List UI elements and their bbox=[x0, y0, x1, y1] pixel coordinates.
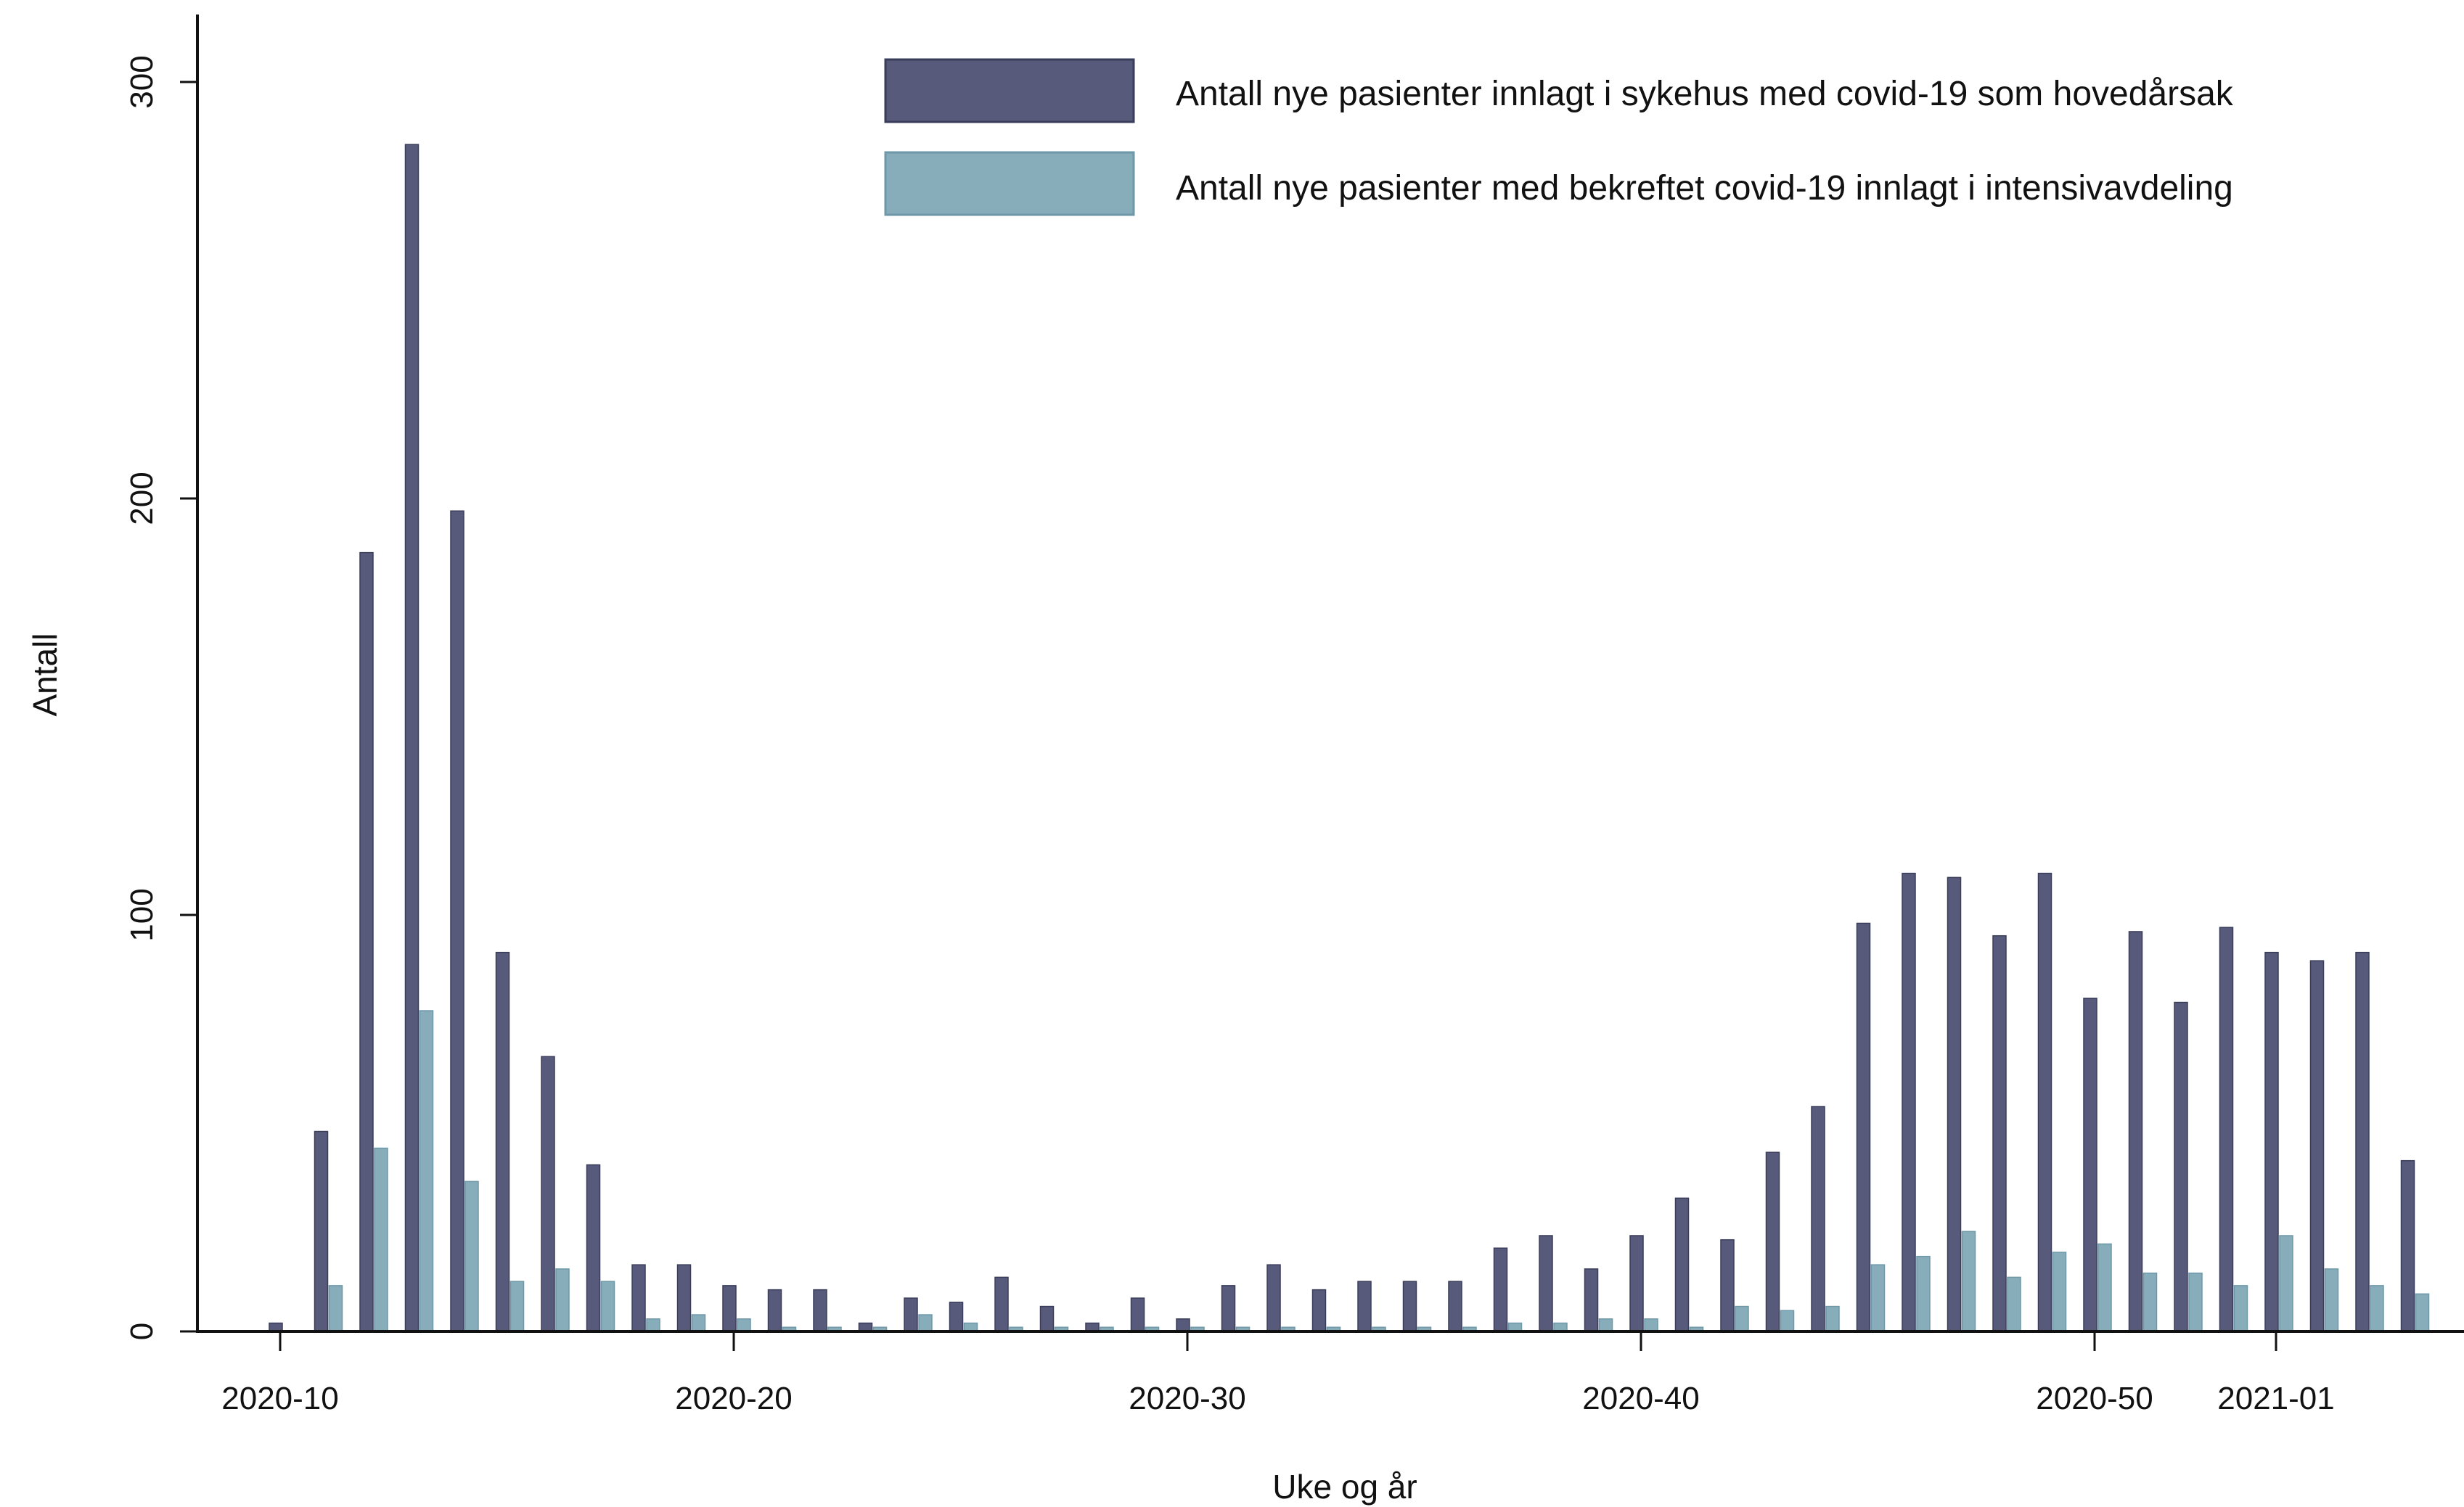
bar-hospital bbox=[314, 1130, 329, 1332]
bar-hospital bbox=[1720, 1239, 1735, 1332]
bar-hospital bbox=[1992, 935, 2007, 1332]
x-tick-label: 2020-40 bbox=[1582, 1381, 1699, 1416]
bar-icu bbox=[2007, 1276, 2021, 1332]
bar-hospital bbox=[1039, 1305, 1055, 1332]
y-tick-labels: 0 100 200 300 bbox=[124, 55, 160, 1340]
legend: Antall nye pasienter innlagt i sykehus m… bbox=[884, 58, 2234, 216]
bar-icu bbox=[1916, 1255, 1931, 1332]
bar-hospital bbox=[1221, 1285, 1236, 1332]
bar-icu bbox=[1825, 1305, 1840, 1332]
bar-hospital bbox=[1765, 1151, 1780, 1332]
bar-icu bbox=[1735, 1305, 1749, 1332]
bar-icu bbox=[918, 1314, 933, 1332]
bar-hospital bbox=[2219, 927, 2234, 1332]
bar-hospital bbox=[722, 1285, 737, 1332]
bar-hospital bbox=[2174, 1001, 2188, 1332]
x-tick-label: 2020-10 bbox=[221, 1381, 338, 1416]
x-axis-title: Uke og år bbox=[1272, 1468, 1417, 1506]
x-tick-label: 2020-30 bbox=[1129, 1381, 1245, 1416]
bar-icu bbox=[2279, 1235, 2293, 1332]
bar-hospital bbox=[1357, 1281, 1372, 1332]
bar-icu bbox=[691, 1314, 706, 1332]
x-tick-label: 2021-01 bbox=[2217, 1381, 2334, 1416]
y-tick-label: 0 bbox=[124, 1323, 160, 1340]
bar-icu bbox=[2052, 1252, 2067, 1332]
y-tick-label: 200 bbox=[124, 472, 160, 525]
bar-hospital bbox=[994, 1276, 1009, 1332]
bar-icu bbox=[2370, 1285, 2384, 1332]
legend-swatch-hospital bbox=[884, 58, 1135, 123]
legend-label-icu: Antall nye pasienter med bekreftet covid… bbox=[1176, 169, 2233, 208]
bar-icu bbox=[600, 1281, 615, 1332]
bar-icu bbox=[737, 1318, 751, 1332]
bar-hospital bbox=[2400, 1159, 2415, 1332]
bar-hospital bbox=[2264, 951, 2279, 1332]
bar-hospital bbox=[450, 510, 464, 1332]
bar-icu bbox=[2324, 1268, 2339, 1332]
bar-hospital bbox=[1176, 1318, 1190, 1332]
bar-hospital bbox=[359, 551, 374, 1332]
bar-hospital bbox=[631, 1264, 646, 1332]
bar-hospital bbox=[541, 1056, 555, 1332]
bar-icu bbox=[1598, 1318, 1613, 1332]
bar-hospital bbox=[495, 951, 510, 1332]
bar-icu bbox=[328, 1285, 343, 1332]
bar-hospital bbox=[676, 1264, 692, 1332]
bar-icu bbox=[1961, 1231, 1976, 1332]
bar-hospital bbox=[1539, 1235, 1553, 1332]
bar-icu bbox=[1870, 1264, 1886, 1332]
bar-hospital bbox=[1266, 1264, 1281, 1332]
bar-icu bbox=[646, 1318, 660, 1332]
bar-icu bbox=[2415, 1293, 2430, 1332]
bar-hospital bbox=[2037, 872, 2052, 1332]
bar-icu bbox=[419, 1010, 434, 1332]
bar-hospital bbox=[1856, 922, 1871, 1332]
bar-hospital bbox=[1493, 1247, 1508, 1332]
bar-hospital bbox=[1402, 1281, 1417, 1332]
bar-icu bbox=[374, 1147, 388, 1332]
bar-hospital bbox=[1902, 872, 1916, 1332]
bar-icu bbox=[1780, 1310, 1795, 1332]
x-tick-labels: 2020-10 2020-20 2020-30 2020-40 2020-50 2021-… bbox=[221, 1331, 2335, 1416]
bar-hospital bbox=[1584, 1268, 1599, 1332]
legend-swatch-icu bbox=[884, 151, 1135, 216]
bar-icu bbox=[2142, 1272, 2158, 1332]
bar-icu bbox=[1644, 1318, 1658, 1332]
x-tick-label: 2020-50 bbox=[2036, 1381, 2153, 1416]
bar-hospital bbox=[1811, 1106, 1825, 1332]
bar-hospital bbox=[2309, 960, 2325, 1332]
bar-hospital bbox=[1130, 1297, 1145, 1332]
bar-hospital bbox=[2355, 951, 2370, 1332]
bar-icu bbox=[509, 1281, 525, 1332]
y-axis-ticks bbox=[180, 81, 197, 1333]
bar-hospital bbox=[904, 1297, 918, 1332]
bar-hospital bbox=[767, 1289, 782, 1332]
bar-hospital bbox=[2128, 931, 2143, 1332]
y-tick-label: 300 bbox=[124, 55, 160, 108]
bars-group bbox=[269, 144, 2430, 1332]
bar-icu bbox=[2188, 1272, 2203, 1332]
bar-hospital bbox=[2083, 998, 2097, 1332]
bar-hospital bbox=[1947, 876, 1962, 1332]
bar-hospital bbox=[1629, 1235, 1644, 1332]
y-axis-title: Antall bbox=[26, 633, 64, 716]
y-tick-label: 100 bbox=[124, 888, 160, 941]
bar-icu bbox=[2233, 1285, 2248, 1332]
bar-hospital bbox=[1311, 1289, 1327, 1332]
bar-icu bbox=[464, 1180, 479, 1332]
bar-hospital bbox=[813, 1289, 827, 1332]
bar-hospital bbox=[1448, 1281, 1462, 1332]
bar-hospital bbox=[404, 144, 419, 1332]
bar-hospital bbox=[1674, 1197, 1690, 1332]
legend-label-hospital: Antall nye pasienter innlagt i sykehus m… bbox=[1176, 75, 2234, 113]
x-tick-label: 2020-20 bbox=[675, 1381, 792, 1416]
bar-hospital bbox=[949, 1302, 964, 1332]
bar-icu bbox=[2097, 1243, 2112, 1332]
bar-hospital bbox=[586, 1164, 601, 1332]
bar-icu bbox=[555, 1268, 570, 1332]
